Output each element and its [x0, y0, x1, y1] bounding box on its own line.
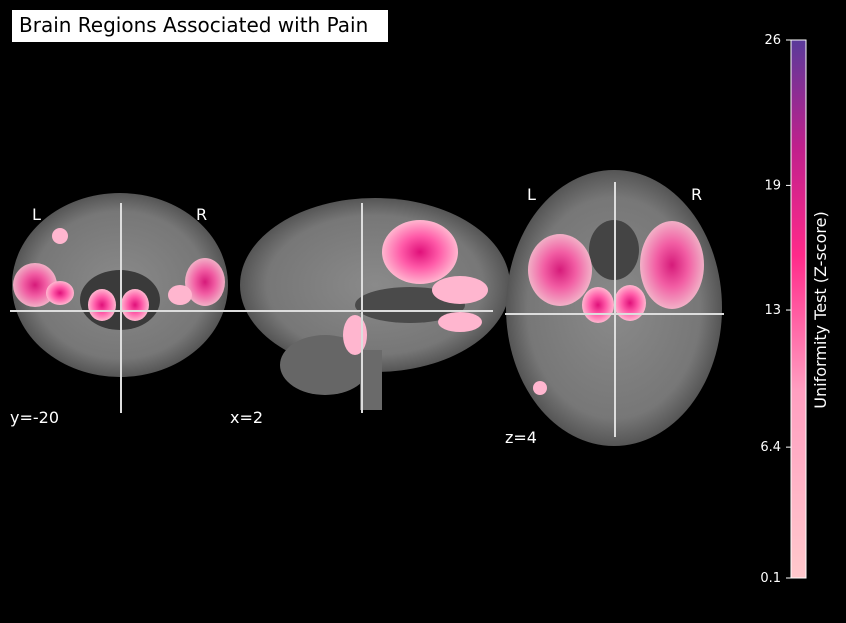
coronal-view: L R y=-20 — [10, 193, 240, 427]
tick-label: 26 — [764, 33, 781, 48]
tick-label: 0.1 — [760, 571, 781, 586]
sagittal-view: x=2 — [230, 198, 510, 427]
coordinate-label: y=-20 — [10, 408, 59, 427]
tick-label: 6.4 — [760, 440, 781, 455]
title-box — [12, 10, 388, 42]
title: Brain Regions Associated with Pain — [19, 13, 368, 37]
tick-label: 13 — [764, 303, 781, 318]
tick-label: 19 — [764, 178, 781, 193]
axial-view: L R z=4 — [505, 170, 724, 447]
left-label: L — [32, 205, 41, 224]
right-label: R — [196, 205, 207, 224]
coordinate-label: x=2 — [230, 408, 263, 427]
colorbar-ticks: 0.1 6.4 13 19 26 — [760, 33, 791, 586]
right-label: R — [691, 185, 702, 204]
colorbar-label: Uniformity Test (Z-score) — [811, 211, 830, 408]
coordinate-label: z=4 — [505, 428, 537, 447]
colorbar — [790, 39, 807, 579]
left-label: L — [527, 185, 536, 204]
